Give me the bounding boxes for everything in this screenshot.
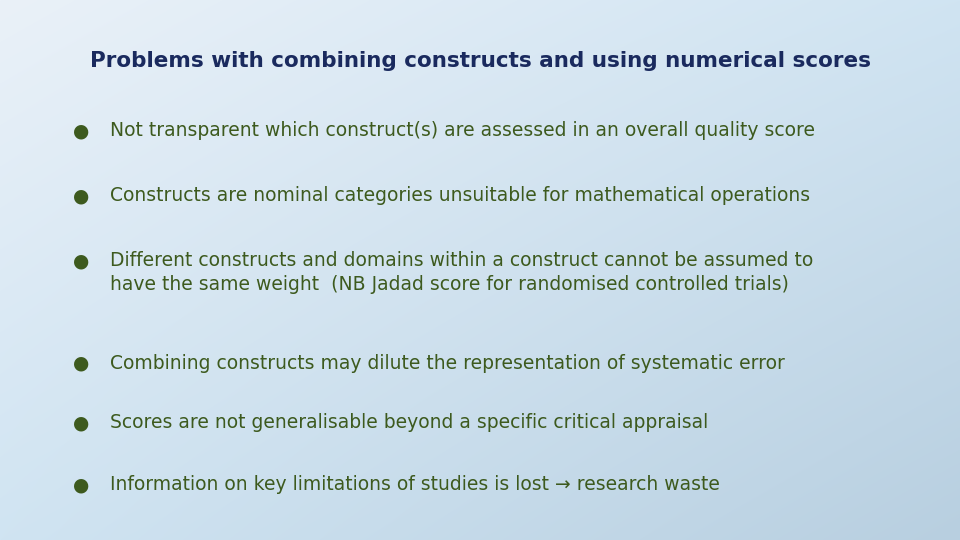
Text: ●: ● — [73, 122, 90, 140]
Text: ●: ● — [73, 251, 90, 270]
Text: Scores are not generalisable beyond a specific critical appraisal: Scores are not generalisable beyond a sp… — [110, 413, 708, 432]
Text: Constructs are nominal categories unsuitable for mathematical operations: Constructs are nominal categories unsuit… — [110, 186, 810, 205]
Text: Information on key limitations of studies is lost → research waste: Information on key limitations of studie… — [110, 475, 720, 494]
Text: Combining constructs may dilute the representation of systematic error: Combining constructs may dilute the repr… — [110, 354, 785, 373]
Text: Problems with combining constructs and using numerical scores: Problems with combining constructs and u… — [89, 51, 871, 71]
Text: Different constructs and domains within a construct cannot be assumed to
have th: Different constructs and domains within … — [110, 251, 814, 294]
Text: ●: ● — [73, 475, 90, 494]
Text: Not transparent which construct(s) are assessed in an overall quality score: Not transparent which construct(s) are a… — [110, 122, 815, 140]
Text: ●: ● — [73, 413, 90, 432]
Text: ●: ● — [73, 186, 90, 205]
Text: ●: ● — [73, 354, 90, 373]
